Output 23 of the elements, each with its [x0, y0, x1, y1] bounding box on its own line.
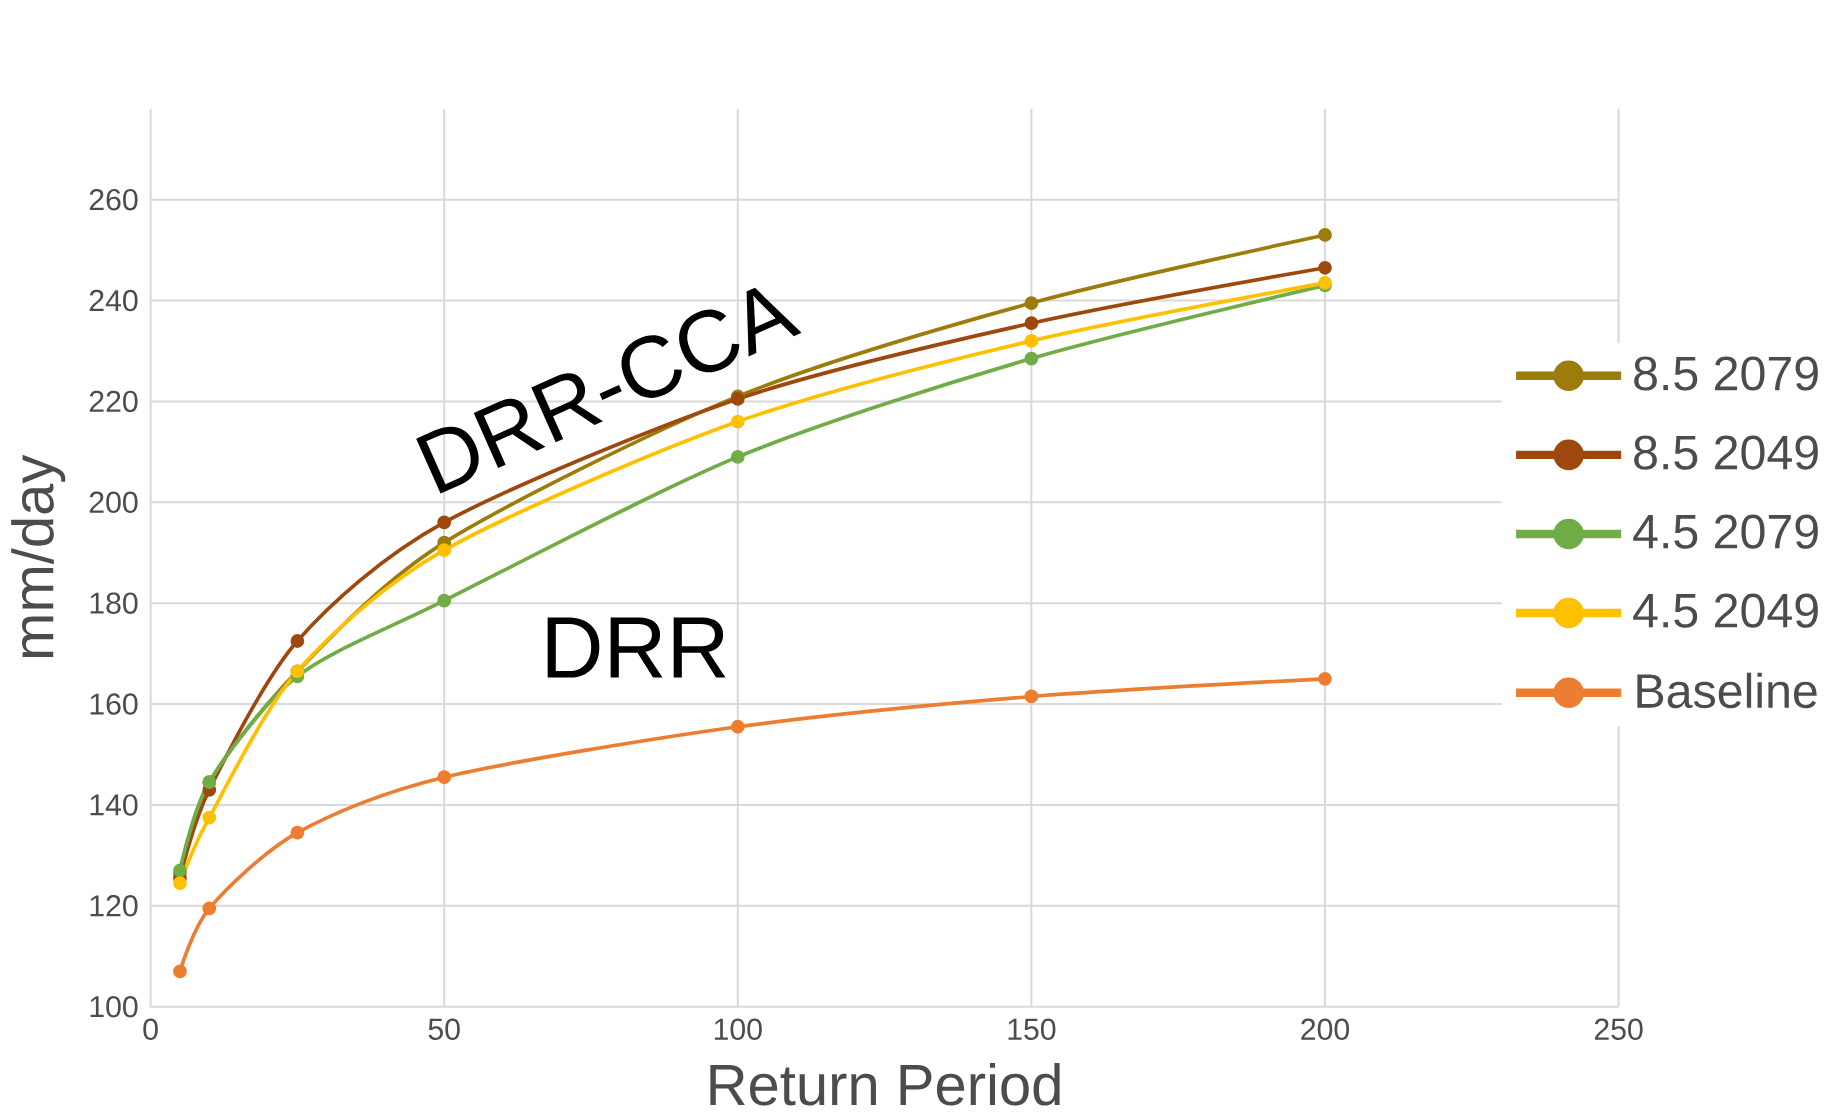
y-tick-label: 180: [90, 592, 138, 614]
x-axis-title: Return Period: [710, 1063, 1060, 1106]
y-tick-label: 160: [90, 693, 138, 715]
legend-label: Baseline: [1637, 672, 1817, 709]
y-tick-label: 240: [89, 289, 138, 312]
x-tick-label: 200: [1301, 1018, 1350, 1041]
x-tick-label: 100: [714, 1018, 762, 1041]
legend-label: 8.5 2049: [1634, 435, 1818, 470]
y-axis-title: mm/day: [11, 454, 66, 658]
y-tick-label: 140: [90, 794, 138, 816]
legend-label: 4.5 2079: [1633, 514, 1818, 549]
annotation: DRR: [547, 617, 726, 678]
y-tick-label: 200: [89, 491, 138, 514]
y-tick-label: 220: [89, 390, 138, 413]
x-tick-label: 0: [143, 1018, 158, 1041]
x-tick-label: 250: [1594, 1018, 1643, 1041]
legend-label: 8.5 2079: [1634, 356, 1818, 391]
y-tick-label: 120: [90, 895, 138, 917]
x-tick-label: 150: [1008, 1018, 1056, 1041]
y-tick-label: 100: [90, 996, 138, 1018]
legend-label: 4.5 2049: [1633, 593, 1818, 628]
y-tick-label: 260: [89, 189, 138, 211]
x-tick-label: 50: [428, 1018, 460, 1041]
